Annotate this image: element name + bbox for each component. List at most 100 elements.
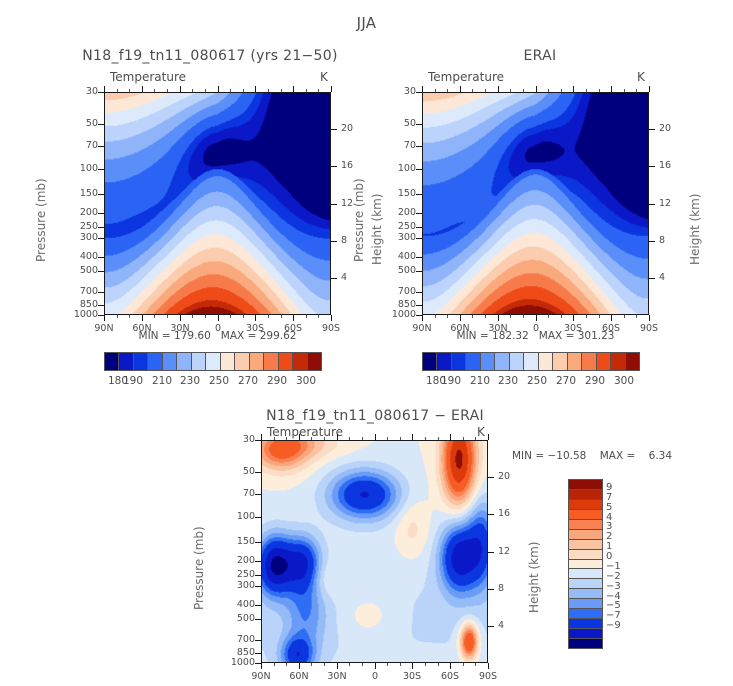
latitude-minor-tick (447, 315, 448, 318)
height-tick (488, 477, 494, 479)
pressure-tick-label: 250 (236, 569, 255, 580)
pressure-tick (98, 227, 104, 229)
panel-obs-units-label: K (637, 70, 645, 84)
colorbar-segment (509, 353, 525, 370)
colorbar-tick-label: 290 (266, 375, 288, 387)
latitude-minor-tick (548, 315, 549, 318)
latitude-minor-tick-top (362, 437, 363, 440)
height-tick-label: 12 (498, 546, 511, 557)
latitude-tick-label: 90N (94, 323, 114, 334)
colorbar-segment (278, 353, 294, 370)
colorbar-tick-label: 190 (440, 375, 462, 387)
latitude-minor-tick (129, 315, 130, 318)
colorbar-tick-label: 300 (295, 375, 317, 387)
pressure-tick-label: 30 (85, 86, 98, 97)
pressure-tick-label: 300 (236, 580, 255, 591)
height-tick-label: 16 (341, 160, 354, 171)
latitude-tick-label: 30N (488, 323, 508, 334)
latitude-minor-tick (274, 663, 275, 666)
colorbar-segment (538, 353, 554, 370)
latitude-tick-label: 60N (132, 323, 152, 334)
colorbar-segment (625, 353, 640, 370)
pressure-tick-label: 30 (242, 434, 255, 445)
latitude-minor-tick-top (510, 89, 511, 92)
latitude-minor-tick-top (561, 89, 562, 92)
latitude-minor-tick (167, 315, 168, 318)
latitude-tick (450, 663, 452, 669)
pressure-tick (98, 257, 104, 259)
latitude-tick (488, 663, 490, 669)
latitude-tick-top (573, 86, 575, 92)
min-value: 179.60 (174, 330, 211, 342)
panel-obs-variable-label: Temperature (428, 70, 505, 84)
colorbar-segment (569, 480, 602, 490)
pressure-tick-label: 500 (79, 265, 98, 276)
height-tick-label: 4 (498, 620, 505, 631)
latitude-tick-label: 90N (412, 323, 432, 334)
latitude-minor-tick-top (324, 437, 325, 440)
colorbar-segment (569, 639, 602, 648)
pressure-tick (255, 517, 261, 519)
latitude-minor-tick (561, 315, 562, 318)
colorbar-segment (423, 353, 438, 370)
pressure-tick (255, 653, 261, 655)
latitude-minor-tick-top (167, 89, 168, 92)
latitude-minor-tick (268, 315, 269, 318)
panel-model-variable-label: Temperature (110, 70, 187, 84)
latitude-minor-tick-top (243, 89, 244, 92)
colorbar-segment (567, 353, 583, 370)
height-tick-label: 4 (659, 272, 666, 283)
latitude-tick-top (536, 86, 538, 92)
latitude-tick (218, 315, 220, 321)
pressure-tick (416, 213, 422, 215)
panel-plot-diff (261, 440, 488, 663)
pressure-tick-label: 200 (236, 555, 255, 566)
height-tick (649, 278, 655, 280)
pressure-tick (255, 663, 261, 665)
latitude-minor-tick (472, 315, 473, 318)
colorbar-segment (569, 539, 602, 550)
latitude-tick-top (498, 86, 500, 92)
colorbar-segment (307, 353, 322, 370)
latitude-tick-label: 60N (450, 323, 470, 334)
colorbar-segment (524, 353, 539, 370)
latitude-tick (142, 315, 144, 321)
pressure-tick (98, 169, 104, 171)
latitude-minor-tick (324, 663, 325, 666)
colorbar-tick-label: 4 (606, 512, 613, 523)
latitude-minor-tick-top (318, 89, 319, 92)
panel-diff-height-axis-label: Height (km) (527, 541, 541, 613)
colorbar-segment (596, 353, 612, 370)
colorbar-segment (148, 353, 163, 370)
latitude-minor-tick-top (624, 89, 625, 92)
latitude-tick-top (412, 434, 414, 440)
latitude-tick-label: 90S (639, 323, 659, 334)
latitude-tick-label: 30S (563, 323, 583, 334)
height-tick (649, 204, 655, 206)
latitude-minor-tick (154, 315, 155, 318)
latitude-minor-tick (318, 315, 319, 318)
latitude-minor-tick-top (447, 89, 448, 92)
latitude-tick-label: 30N (327, 671, 347, 682)
latitude-tick-top (218, 86, 220, 92)
latitude-tick-label: 0 (371, 671, 379, 682)
pressure-tick-label: 100 (397, 163, 416, 174)
colorbar-segment (569, 569, 602, 580)
latitude-tick-label: 90N (251, 671, 271, 682)
pressure-tick-label: 150 (79, 188, 98, 199)
latitude-tick-top (611, 86, 613, 92)
pressure-tick (255, 472, 261, 474)
pressure-tick (416, 292, 422, 294)
colorbar-segment (293, 353, 308, 370)
colorbar-segment (569, 499, 602, 510)
latitude-tick-label: 90S (321, 323, 341, 334)
height-tick-label: 20 (341, 123, 354, 134)
panel-obs-minmax: MIN = 182.32 MAX = 301.23 (422, 330, 649, 342)
latitude-minor-tick (624, 315, 625, 318)
height-tick (331, 241, 337, 243)
colorbar-tick-label: 2 (606, 531, 613, 542)
colorbar-segment (495, 353, 510, 370)
max-value: 299.62 (259, 330, 297, 342)
latitude-tick-top (488, 434, 490, 440)
pressure-tick (98, 271, 104, 273)
